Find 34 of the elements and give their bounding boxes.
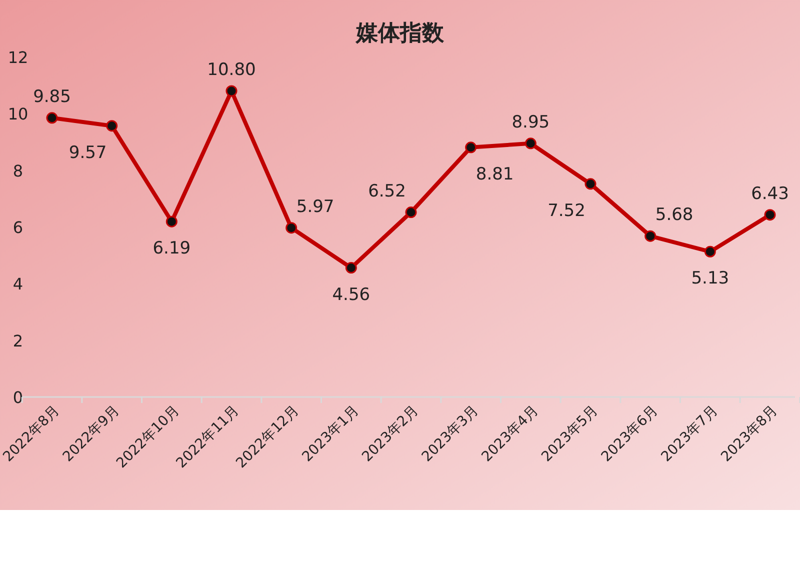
data-label: 8.95 <box>512 112 550 132</box>
point <box>405 206 417 218</box>
data-label: 5.13 <box>691 268 730 289</box>
y-tick-label: 10 <box>8 104 28 124</box>
data-label: 5.97 <box>296 196 334 217</box>
data-label: 9.85 <box>33 86 71 107</box>
data-label: 10.80 <box>207 60 256 80</box>
y-tick-label: 0 <box>12 388 24 407</box>
point <box>644 230 656 242</box>
y-tick-label: 12 <box>8 48 28 67</box>
y-tick-label: 2 <box>12 331 24 350</box>
y-tick-label: 4 <box>12 274 24 294</box>
point <box>524 138 536 150</box>
point <box>465 142 477 154</box>
data-label: 6.43 <box>751 184 789 204</box>
point <box>345 262 357 274</box>
point <box>46 112 58 124</box>
point <box>106 120 118 132</box>
chart-title: 媒体指数 <box>355 21 445 46</box>
point <box>226 85 238 97</box>
data-label: 7.52 <box>548 200 586 221</box>
y-tick-label: 6 <box>12 218 24 237</box>
data-label: 6.19 <box>152 238 191 259</box>
point <box>764 209 776 221</box>
point <box>286 222 298 234</box>
point <box>166 216 178 228</box>
data-label: 4.56 <box>332 284 370 305</box>
y-tick-label: 8 <box>12 161 24 180</box>
point <box>584 178 596 190</box>
point <box>704 246 716 258</box>
data-label: 6.52 <box>368 181 406 202</box>
data-label: 5.68 <box>655 205 694 226</box>
data-label: 9.57 <box>68 142 107 163</box>
data-label: 8.81 <box>476 164 514 184</box>
